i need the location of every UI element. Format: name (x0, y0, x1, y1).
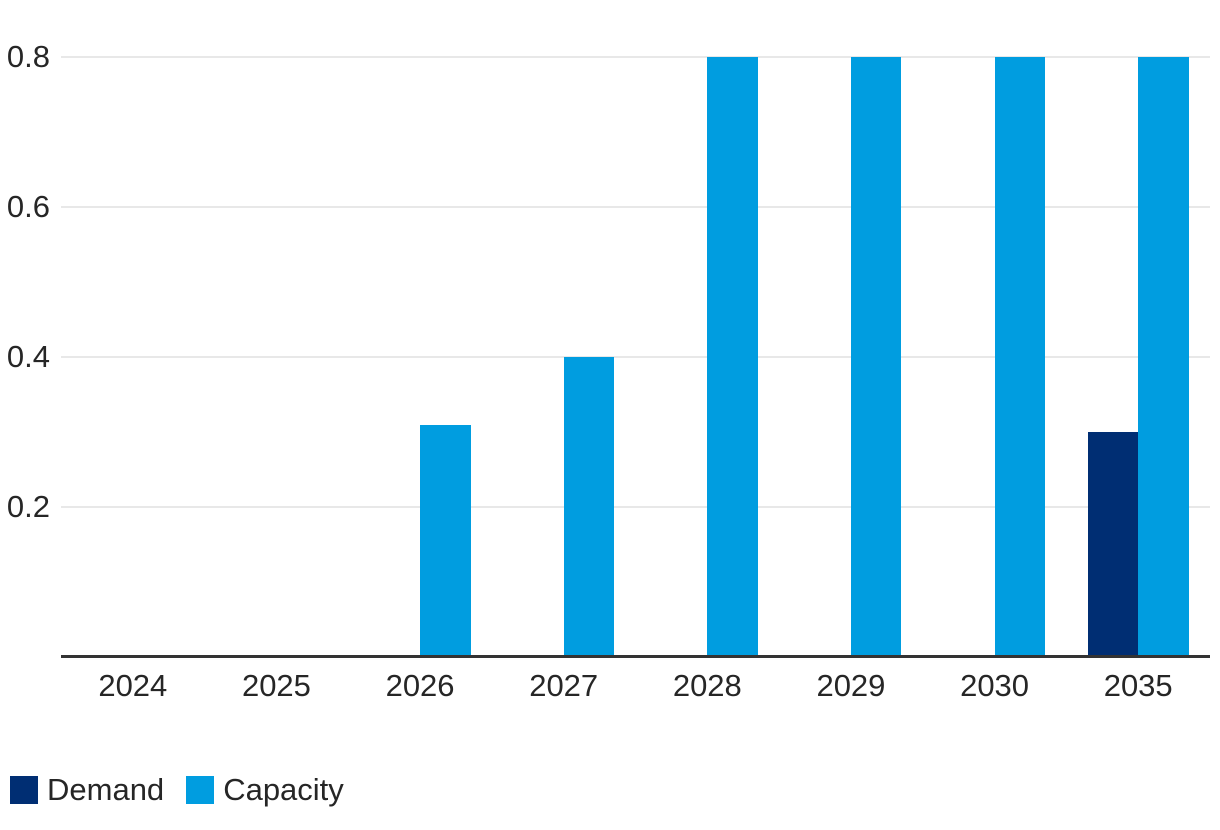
gridline (61, 56, 1210, 58)
bar-capacity-2027[interactable] (563, 357, 615, 657)
plot-area (61, 0, 1210, 657)
legend-label: Demand (47, 772, 165, 807)
legend-item-capacity[interactable]: Capacity (186, 772, 344, 807)
legend-label: Capacity (223, 772, 344, 807)
y-tick-label: 0.4 (6, 339, 50, 374)
x-axis-label-2030: 2030 (960, 668, 1030, 703)
x-axis-label-2035: 2035 (1103, 668, 1173, 703)
bar-capacity-2035[interactable] (1138, 57, 1189, 657)
gridline (61, 206, 1210, 208)
x-axis-label-2025: 2025 (241, 668, 311, 703)
bar-capacity-2026[interactable] (420, 424, 471, 657)
x-axis-label-2026: 2026 (385, 668, 455, 703)
x-axis-label-2027: 2027 (529, 668, 599, 703)
x-axis-label-2024: 2024 (98, 668, 168, 703)
gridline (61, 506, 1210, 508)
x-axis-label-2028: 2028 (672, 668, 742, 703)
bar-capacity-2028[interactable] (707, 57, 758, 657)
gridline (61, 356, 1210, 358)
x-axis-label-2029: 2029 (816, 668, 886, 703)
legend-item-demand[interactable]: Demand (10, 772, 165, 807)
x-axis-line (61, 655, 1210, 658)
bar-capacity-2029[interactable] (850, 57, 902, 657)
y-tick-label: 0.8 (6, 39, 50, 74)
legend: Demand Capacity (10, 772, 344, 807)
bar-capacity-2030[interactable] (994, 57, 1046, 657)
y-tick-label: 0.6 (6, 189, 50, 224)
legend-swatch-capacity (186, 776, 215, 804)
y-tick-label: 0.2 (6, 489, 50, 524)
legend-swatch-demand (10, 776, 38, 804)
bar-demand-2035[interactable] (1087, 432, 1139, 657)
